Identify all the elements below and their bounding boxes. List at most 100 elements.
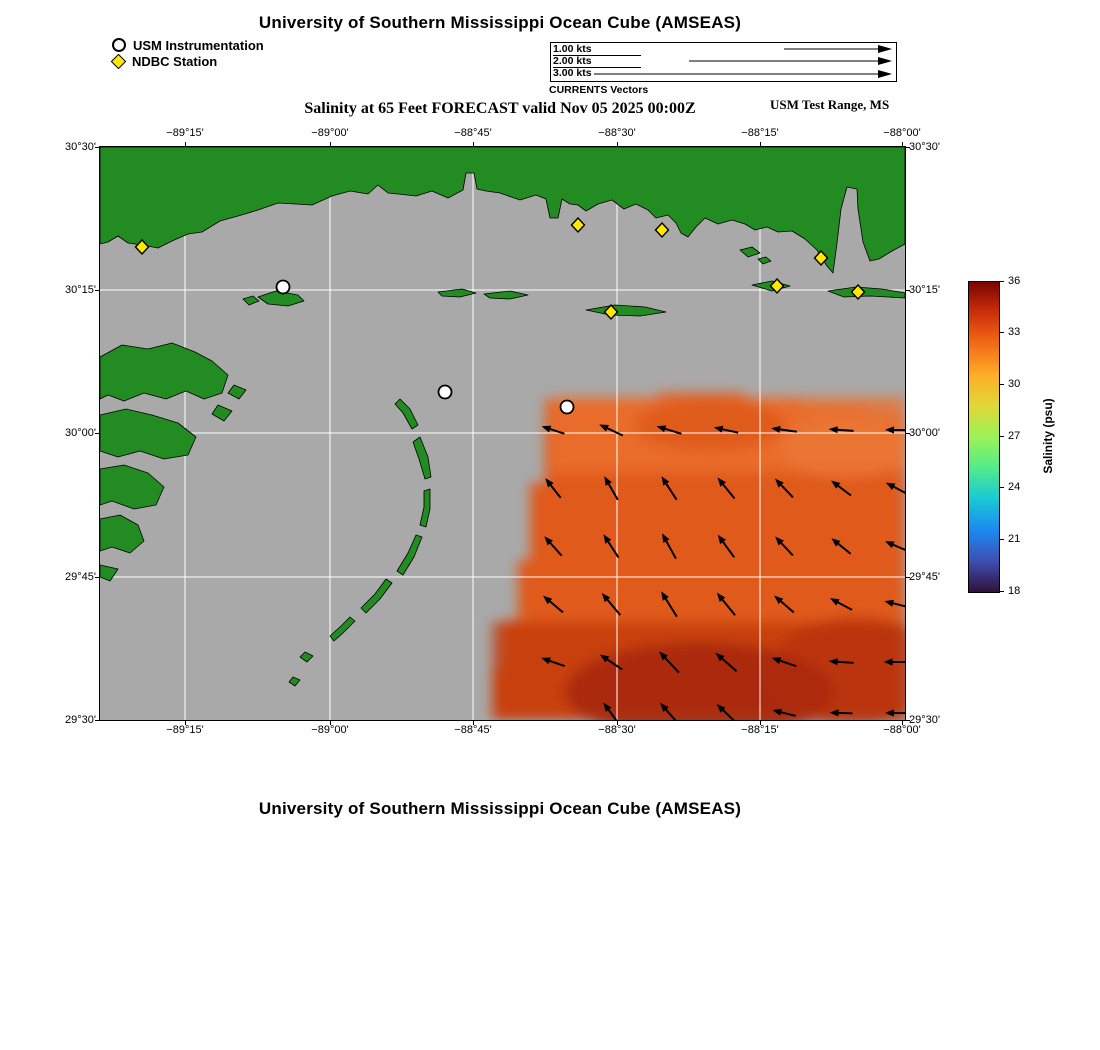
- land-mainland: [100, 147, 905, 274]
- forecast-subtitle: Salinity at 65 Feet FORECAST valid Nov 0…: [304, 100, 696, 117]
- current-arrow-head: [717, 477, 726, 487]
- current-arrow-head: [544, 536, 553, 546]
- x-tick-label-bottom: −88°00': [883, 724, 921, 736]
- current-arrow-shaft: [665, 540, 677, 560]
- colorbar: [968, 281, 1000, 593]
- current-arrow-shaft: [664, 598, 678, 618]
- x-tick-label-top: −88°00': [883, 127, 921, 139]
- ndbc-station-marker: [850, 283, 866, 301]
- x-tick-label-bottom: −88°15': [741, 724, 779, 736]
- current-arrow-head: [541, 657, 551, 665]
- y-tick-label-left: 29°30': [65, 714, 96, 726]
- currents-legend-arrow-icon: [784, 45, 892, 53]
- y-tick-label-right: 30°00': [909, 427, 940, 439]
- axis-tick: [999, 280, 1004, 282]
- current-arrow-head: [774, 595, 784, 605]
- current-arrow-head: [884, 599, 894, 607]
- current-arrow-head: [885, 541, 895, 549]
- usm-station-marker: [559, 399, 575, 415]
- current-arrow-shaft: [837, 660, 854, 664]
- current-arrow-head: [713, 425, 724, 433]
- currents-legend-box: 1.00 kts 2.00 kts 3.00 kts: [550, 42, 897, 82]
- current-arrow-head: [601, 592, 611, 603]
- islets-round: [739, 246, 772, 265]
- axis-tick: [329, 721, 331, 725]
- axis-tick: [906, 576, 910, 578]
- currents-speed-label: 3.00 kts: [553, 67, 592, 80]
- current-arrow-head: [771, 425, 781, 433]
- axis-tick: [95, 289, 99, 291]
- current-arrow-head: [775, 478, 784, 488]
- current-arrow-shaft: [722, 541, 736, 558]
- currents-legend-arrow-icon: [689, 57, 892, 66]
- salinity-field: [492, 393, 905, 720]
- ndbc-station-marker: [570, 216, 586, 234]
- axis-tick: [906, 719, 910, 721]
- current-arrow-shaft: [607, 709, 618, 720]
- axis-tick: [95, 719, 99, 721]
- x-tick-label-bottom: −89°15': [166, 724, 204, 736]
- marsh-delta: [100, 342, 247, 582]
- y-tick-label-right: 30°30': [909, 141, 940, 153]
- colorbar-tick-label: 24: [1008, 481, 1021, 494]
- current-arrow-shaft: [722, 428, 739, 434]
- current-arrow-shaft: [606, 658, 623, 671]
- current-arrow-head: [883, 658, 893, 666]
- current-arrow-head: [828, 426, 838, 434]
- current-arrow-head: [716, 704, 726, 713]
- usm-station-marker: [275, 279, 291, 295]
- y-tick-label-right: 29°45': [909, 571, 940, 583]
- current-arrow-head: [830, 598, 840, 606]
- current-arrow-shaft: [550, 484, 562, 499]
- current-arrow-shaft: [837, 543, 852, 555]
- map-frame: [99, 146, 906, 721]
- axis-tick: [759, 721, 761, 725]
- current-arrow-head: [831, 538, 841, 547]
- axis-tick: [999, 435, 1004, 437]
- axis-tick: [95, 432, 99, 434]
- current-arrow-head: [545, 478, 554, 488]
- currents-legend-row: 2.00 kts: [551, 55, 896, 69]
- axis-tick: [95, 576, 99, 578]
- currents-legend-row: 3.00 kts: [551, 68, 896, 80]
- current-arrow-shaft: [722, 709, 735, 720]
- currents-legend-rows: 1.00 kts 2.00 kts 3.00 kts: [551, 43, 896, 80]
- current-arrow-head: [775, 536, 784, 546]
- y-tick-label-left: 30°00': [65, 427, 96, 439]
- current-arrow-shaft: [721, 599, 736, 616]
- station-markers: [134, 216, 866, 415]
- current-arrow-head: [772, 708, 782, 716]
- current-arrow-head: [885, 709, 894, 717]
- axis-tick: [906, 146, 910, 148]
- ndbc-legend-label: NDBC Station: [132, 53, 218, 69]
- ndbc-station-marker: [813, 249, 829, 267]
- colorbar-tick-label: 27: [1008, 429, 1021, 442]
- x-tick-label-top: −89°00': [311, 127, 349, 139]
- ndbc-station-marker: [769, 277, 785, 295]
- x-tick-label-top: −88°30': [598, 127, 636, 139]
- current-arrow-shaft: [837, 601, 853, 611]
- y-tick-label-right: 29°30': [909, 714, 940, 726]
- currents-legend-arrow-icon: [594, 69, 892, 78]
- current-arrow-head: [603, 534, 612, 544]
- current-arrow-shaft: [779, 659, 797, 668]
- axis-tick: [999, 383, 1004, 385]
- current-arrow-shaft: [606, 427, 624, 437]
- colorbar-title: Salinity (psu): [1041, 398, 1055, 474]
- current-arrow-head: [660, 702, 669, 712]
- currents-legend-row: 1.00 kts: [551, 43, 896, 56]
- current-arrow-shaft: [780, 600, 795, 614]
- current-arrow-shaft: [607, 541, 620, 559]
- current-arrow-shaft: [721, 657, 738, 672]
- current-arrow-shaft: [892, 602, 905, 608]
- ndbc-station-marker: [603, 303, 619, 321]
- current-arrow-shaft: [664, 657, 680, 674]
- current-arrow-shaft: [665, 708, 677, 720]
- current-arrow-shaft: [722, 483, 736, 500]
- axis-tick: [999, 487, 1004, 489]
- y-tick-label-left: 30°15': [65, 284, 96, 296]
- island-ship-west: [437, 288, 477, 298]
- x-tick-label-bottom: −88°45': [454, 724, 492, 736]
- legend-row-ndbc: NDBC Station: [110, 53, 264, 69]
- axis-tick: [472, 142, 474, 146]
